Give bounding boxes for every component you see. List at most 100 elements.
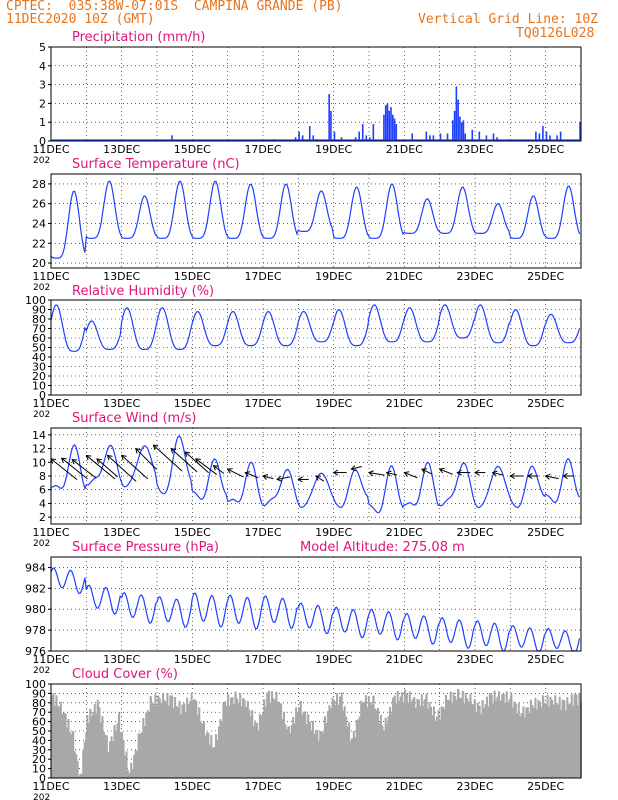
precip-bar <box>354 137 357 141</box>
cloud-bar <box>272 698 275 778</box>
temp-ytick-label: 24 <box>32 217 46 230</box>
wind-vector <box>245 472 259 479</box>
pressure-ytick-label: 978 <box>25 624 46 637</box>
cloud-bar <box>381 725 384 778</box>
cloud-bar <box>548 707 551 778</box>
temp-xtick-label: 21DEC <box>386 270 423 283</box>
cloud-bar <box>270 691 274 778</box>
cloud-bar <box>348 722 351 778</box>
cloud-bar <box>358 716 361 778</box>
wind-vector <box>315 475 325 482</box>
header-line2: 11DEC2020 10Z (GMT) <box>6 12 155 27</box>
pressure-xtick-label: 23DEC <box>456 653 493 666</box>
precip-bar <box>340 137 343 141</box>
rh-xtick-label: 25DEC <box>527 397 564 410</box>
cloud-bar <box>277 701 280 778</box>
header-grid-note: Vertical Grid Line: 10Z <box>418 12 599 27</box>
temp-xtick-label: 17DEC <box>244 270 281 283</box>
cloud-bar <box>305 724 308 778</box>
cloud-bar <box>507 702 510 778</box>
cloud-bar <box>342 710 345 778</box>
cloud-bar <box>66 727 69 778</box>
cloud-bar <box>125 751 128 778</box>
cloud-bar <box>331 697 334 778</box>
cloud-bar <box>390 713 393 778</box>
cloud-bar <box>87 723 90 778</box>
cloud-bar <box>310 730 313 778</box>
cloud-bar <box>469 693 472 778</box>
precip-bar <box>559 131 562 141</box>
cloud-bar <box>104 734 107 778</box>
wind-vector <box>421 468 433 475</box>
cloud-title: Cloud Cover (%) <box>72 667 178 682</box>
pressure-xtick-label: 25DEC <box>527 653 564 666</box>
cloud-bar <box>134 750 137 778</box>
pressure-xtick-label: 11DEC <box>32 653 69 666</box>
wind-vector <box>121 455 149 480</box>
cloud-bar <box>489 696 492 778</box>
cloud-bar <box>487 706 490 778</box>
cloud-bar <box>146 710 149 778</box>
cloud-bar <box>482 707 486 778</box>
cloud-bar <box>322 732 325 778</box>
cloud-bar <box>198 707 201 778</box>
cloud-bar <box>495 700 498 778</box>
precip-bar <box>312 135 315 141</box>
header-run-id: TQ0126L028 <box>516 26 595 41</box>
cloud-bar <box>187 704 190 778</box>
cloud-bar <box>102 731 105 778</box>
precip-bar <box>384 105 387 141</box>
cloud-bar <box>178 700 181 778</box>
cloud-bar <box>137 733 140 778</box>
cloud-bar <box>572 705 575 778</box>
cloud-bar <box>313 734 316 778</box>
wind-vector-head <box>60 457 67 464</box>
wind-vector <box>213 465 225 474</box>
wind-vector-head <box>212 465 219 471</box>
precip-bar <box>432 135 435 141</box>
cloud-bar <box>338 696 342 778</box>
cloud-bar <box>261 713 264 778</box>
pressure-xtick-label: 15DEC <box>174 653 211 666</box>
cloud-bar <box>451 703 454 778</box>
cloud-bar <box>236 698 239 778</box>
wind-xtick-label: 25DEC <box>527 526 564 539</box>
cloud-bar <box>79 774 82 778</box>
precip-ytick-label: 1 <box>39 116 46 129</box>
wind-vector-head <box>297 476 303 483</box>
precip-bar <box>393 118 396 141</box>
wind-vector <box>50 458 78 481</box>
cloud-bar <box>472 704 475 778</box>
wind-ytick-label: 2 <box>39 511 46 524</box>
cloud-bar <box>346 726 349 778</box>
rh-xtick-label: 11DEC <box>32 397 69 410</box>
cloud-bar <box>70 733 73 778</box>
cloud-bar <box>446 699 449 778</box>
cloud-bar <box>280 703 283 778</box>
rh-ytick-label: 0 <box>39 389 46 402</box>
cloud-bar <box>575 694 578 778</box>
cloud-xtick-label: 19DEC <box>315 780 352 793</box>
cloud-bar <box>480 714 483 778</box>
wind-vector <box>61 457 88 480</box>
precip-bar <box>453 110 456 141</box>
cloud-bar <box>145 712 148 778</box>
cloud-bar <box>99 722 102 778</box>
cloud-bar <box>151 702 154 778</box>
temp-xtick-label: 11DEC <box>32 270 69 283</box>
wind-ytick-label: 10 <box>32 456 46 469</box>
cloud-ytick-label: 20 <box>32 753 46 766</box>
precip-bar <box>492 133 495 141</box>
cloud-bar <box>416 698 419 778</box>
wind-title: Surface Wind (m/s) <box>72 411 196 426</box>
pressure-ytick-label: 976 <box>25 645 46 658</box>
wind-vector <box>386 472 398 476</box>
precip-bar <box>425 131 428 141</box>
wind-year-stub: 202 <box>33 539 50 549</box>
cloud-bar <box>317 741 320 778</box>
wind-vector-head <box>403 471 410 477</box>
rh-ytick-label: 80 <box>32 313 46 326</box>
cloud-bar <box>363 701 366 778</box>
temp-xtick-label: 25DEC <box>527 270 564 283</box>
cloud-bar <box>148 711 151 778</box>
